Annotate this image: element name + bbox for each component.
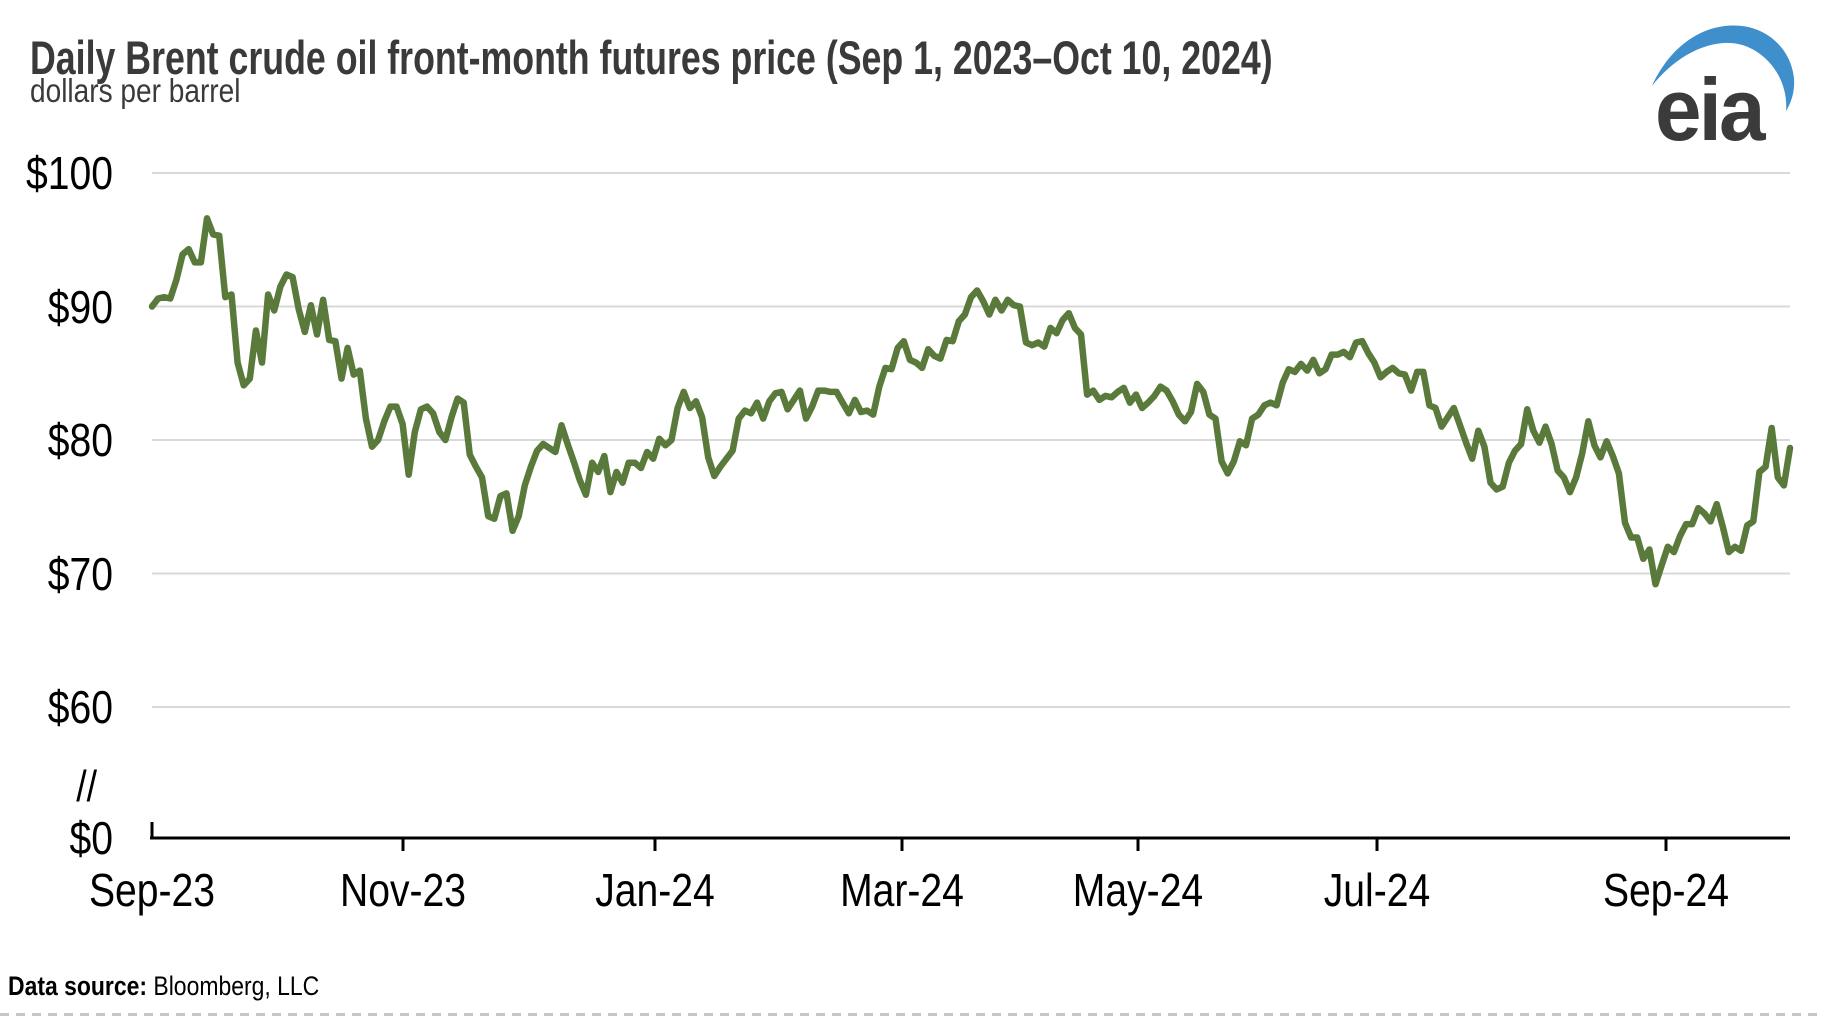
x-axis-label: Mar-24: [840, 864, 964, 916]
y-axis-label: $100: [26, 147, 113, 199]
data-source-label: Data source:: [8, 971, 148, 1001]
price-line: [148, 215, 1794, 588]
x-axis-label: May-24: [1072, 864, 1204, 916]
x-axis-label: Sep-23: [88, 864, 216, 916]
bottom-dashed-divider: [0, 1013, 1824, 1016]
eia-swoosh-icon: [1652, 25, 1795, 111]
x-axis-label: Jul-24: [1323, 864, 1431, 916]
y-axis-label: $60: [47, 681, 113, 733]
x-axis-label: Jan-24: [595, 864, 715, 916]
eia-logo-text: eia: [1655, 60, 1766, 159]
x-axis-label: Nov-23: [339, 864, 467, 916]
page-title: Daily Brent crude oil front-month future…: [30, 31, 1273, 84]
y-axis-zero-label: $0: [69, 812, 113, 864]
y-axis-label: $90: [47, 280, 113, 333]
x-axis-label: Sep-24: [1602, 864, 1730, 916]
y-axis-label: $80: [47, 414, 113, 466]
eia-logo: eia: [1650, 14, 1810, 154]
data-source-note: Data source: Bloomberg, LLC: [8, 971, 319, 1002]
data-source-value: Bloomberg, LLC: [147, 971, 320, 1001]
y-axis-label: $70: [47, 547, 113, 600]
chart-units-subtitle: dollars per barrel: [30, 72, 241, 109]
y-axis-break-mark: //: [76, 762, 97, 811]
